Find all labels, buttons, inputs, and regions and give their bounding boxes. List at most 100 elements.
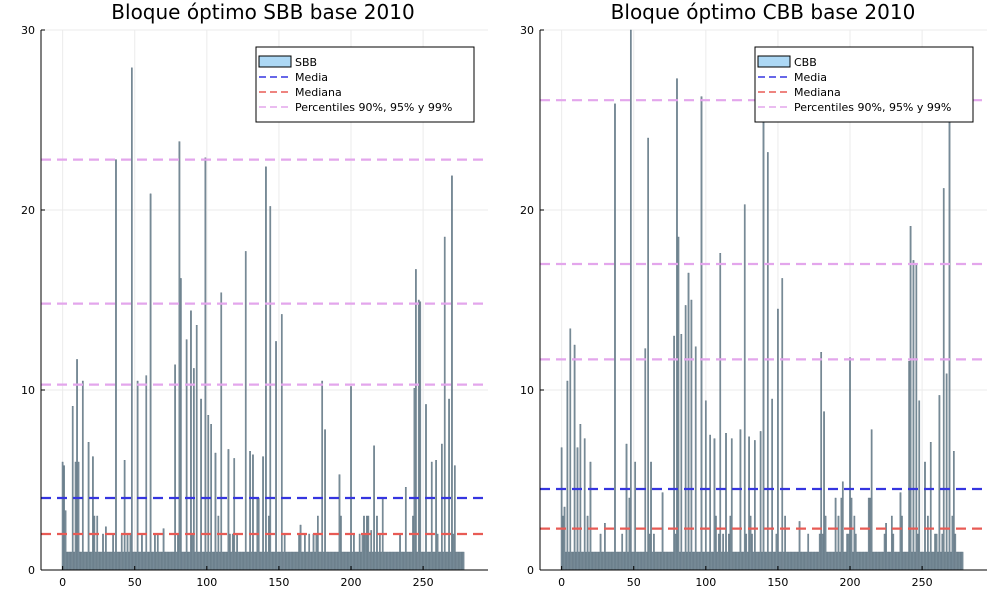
bar bbox=[178, 141, 181, 571]
bar bbox=[867, 497, 870, 571]
bar bbox=[288, 551, 290, 571]
bar bbox=[925, 551, 928, 571]
bar bbox=[749, 515, 752, 571]
bar bbox=[860, 551, 863, 571]
bar bbox=[582, 551, 585, 571]
bar bbox=[151, 551, 153, 571]
y-tick-label: 20 bbox=[520, 204, 534, 217]
bar bbox=[109, 551, 112, 571]
bar bbox=[412, 515, 414, 571]
bar bbox=[279, 551, 282, 571]
bar bbox=[293, 551, 296, 571]
bar bbox=[879, 551, 882, 571]
bar bbox=[560, 447, 563, 571]
x-tick-label: 250 bbox=[413, 576, 434, 589]
bar bbox=[152, 551, 155, 571]
bar bbox=[136, 380, 139, 571]
bar bbox=[619, 551, 622, 571]
bar bbox=[458, 551, 461, 571]
bar bbox=[417, 299, 420, 571]
bar bbox=[110, 551, 113, 571]
bar bbox=[249, 451, 251, 571]
bar bbox=[817, 551, 820, 571]
bar bbox=[937, 551, 939, 571]
bar bbox=[575, 551, 577, 571]
bar bbox=[226, 551, 228, 571]
bar bbox=[739, 429, 742, 571]
bar bbox=[332, 551, 335, 571]
bar bbox=[292, 551, 295, 571]
bar bbox=[425, 404, 427, 571]
bar bbox=[119, 551, 122, 571]
bar bbox=[605, 551, 608, 571]
bar bbox=[61, 461, 64, 571]
bar bbox=[834, 497, 837, 571]
bar bbox=[710, 551, 713, 571]
bar bbox=[329, 551, 332, 571]
bar bbox=[676, 78, 678, 571]
bar bbox=[319, 551, 322, 571]
bar bbox=[707, 551, 710, 571]
bar bbox=[720, 551, 723, 571]
bar bbox=[699, 551, 701, 571]
bar bbox=[693, 551, 696, 571]
bar bbox=[779, 551, 782, 571]
bar bbox=[87, 442, 90, 571]
bar bbox=[169, 551, 172, 571]
bar bbox=[435, 460, 437, 571]
bar bbox=[888, 551, 890, 571]
bar bbox=[839, 551, 841, 571]
bar bbox=[149, 193, 152, 571]
bar bbox=[859, 551, 861, 571]
bar bbox=[826, 551, 828, 571]
bar bbox=[941, 533, 944, 571]
bar-series bbox=[560, 29, 964, 571]
bar bbox=[807, 533, 810, 571]
bar bbox=[722, 533, 724, 571]
bar bbox=[374, 551, 377, 571]
bar bbox=[914, 551, 916, 571]
bar bbox=[901, 515, 903, 571]
bar bbox=[898, 551, 900, 571]
bar bbox=[856, 551, 859, 571]
bar bbox=[448, 398, 450, 571]
bar bbox=[282, 551, 285, 571]
y-tick-label: 10 bbox=[21, 384, 35, 397]
bar bbox=[565, 551, 567, 571]
bar bbox=[622, 551, 625, 571]
bar bbox=[391, 551, 394, 571]
bar bbox=[298, 533, 300, 571]
bar bbox=[312, 533, 315, 571]
bar bbox=[129, 533, 132, 571]
bar bbox=[107, 551, 110, 571]
bar bbox=[453, 465, 456, 571]
bar bbox=[275, 341, 277, 571]
bar bbox=[673, 335, 675, 571]
bar bbox=[446, 551, 449, 571]
x-tick-label: 0 bbox=[59, 576, 66, 589]
bar bbox=[439, 551, 442, 571]
bar bbox=[831, 551, 834, 571]
bar bbox=[634, 461, 637, 571]
bar bbox=[658, 551, 661, 571]
bar bbox=[63, 465, 65, 571]
bar bbox=[691, 551, 694, 571]
bar bbox=[840, 497, 843, 571]
bar bbox=[655, 551, 658, 571]
bar bbox=[68, 551, 71, 571]
bar bbox=[161, 551, 163, 571]
bar bbox=[837, 515, 840, 571]
bar bbox=[651, 551, 654, 571]
bar bbox=[606, 551, 609, 571]
bar bbox=[683, 551, 686, 571]
bar bbox=[364, 533, 367, 571]
bar bbox=[844, 551, 847, 571]
bar bbox=[637, 551, 639, 571]
bar bbox=[787, 551, 789, 571]
bar bbox=[97, 551, 100, 571]
bar bbox=[771, 398, 774, 571]
bar bbox=[954, 533, 957, 571]
bar bbox=[182, 551, 185, 571]
bar bbox=[875, 551, 877, 571]
bar bbox=[168, 551, 171, 571]
